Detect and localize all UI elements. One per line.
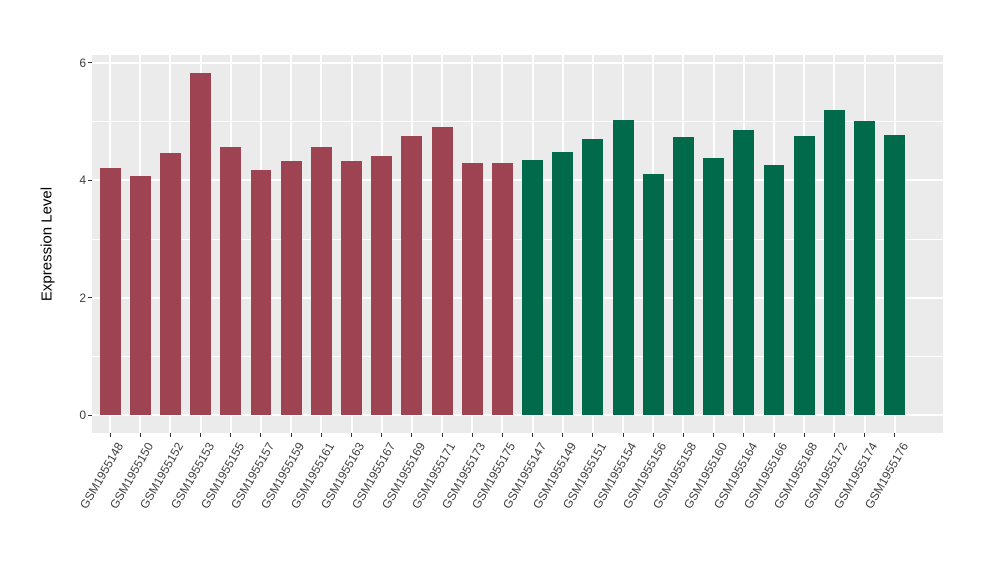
y-grid-minor [92,120,943,122]
bar [823,109,845,416]
x-tick [501,433,503,437]
bar [129,175,151,416]
bar [642,173,664,416]
x-tick [682,433,684,437]
y-tick [88,179,92,181]
x-tick [381,433,383,437]
bar [763,164,785,416]
y-tick [88,297,92,299]
x-tick [320,433,322,437]
x-tick [200,433,202,437]
bar [491,162,513,416]
bar [793,135,815,416]
plot-panel [92,55,943,433]
bar [99,167,121,416]
x-tick [230,433,232,437]
bar [552,151,574,416]
y-grid-major [92,414,943,417]
y-tick-label: 6 [79,55,86,70]
bar [854,121,876,416]
bar [431,127,453,416]
x-tick [773,433,775,437]
bar [250,170,272,416]
bar [401,136,423,416]
y-grid-major [92,61,943,64]
bar [703,158,725,416]
x-tick [471,433,473,437]
x-tick [532,433,534,437]
bar [190,73,212,416]
x-tick [803,433,805,437]
bar [159,153,181,416]
y-axis-title: Expression Level [38,186,56,302]
bar [522,160,544,416]
bar [280,161,302,416]
x-tick [622,433,624,437]
bar [220,147,242,416]
x-tick [592,433,594,437]
x-tick [351,433,353,437]
bar [733,129,755,416]
x-tick [833,433,835,437]
x-tick [441,433,443,437]
x-tick [864,433,866,437]
bar [371,155,393,416]
y-grid-minor [92,238,943,240]
x-tick [894,433,896,437]
bar [582,139,604,416]
y-grid-major [92,179,943,182]
y-tick-label: 4 [79,173,86,188]
y-tick [88,414,92,416]
x-tick [139,433,141,437]
x-tick [169,433,171,437]
bar [461,162,483,416]
x-tick [713,433,715,437]
x-tick [109,433,111,437]
x-tick [562,433,564,437]
bar [310,147,332,416]
x-tick [260,433,262,437]
y-tick-label: 0 [79,408,86,423]
y-grid-major [92,296,943,299]
y-tick-label: 2 [79,290,86,305]
x-tick [743,433,745,437]
x-tick [411,433,413,437]
bar [341,160,362,416]
y-grid-minor [92,356,943,358]
y-tick [88,62,92,64]
bar [612,119,634,416]
bar [884,134,906,416]
bar [672,136,694,416]
x-tick [652,433,654,437]
x-tick [290,433,292,437]
